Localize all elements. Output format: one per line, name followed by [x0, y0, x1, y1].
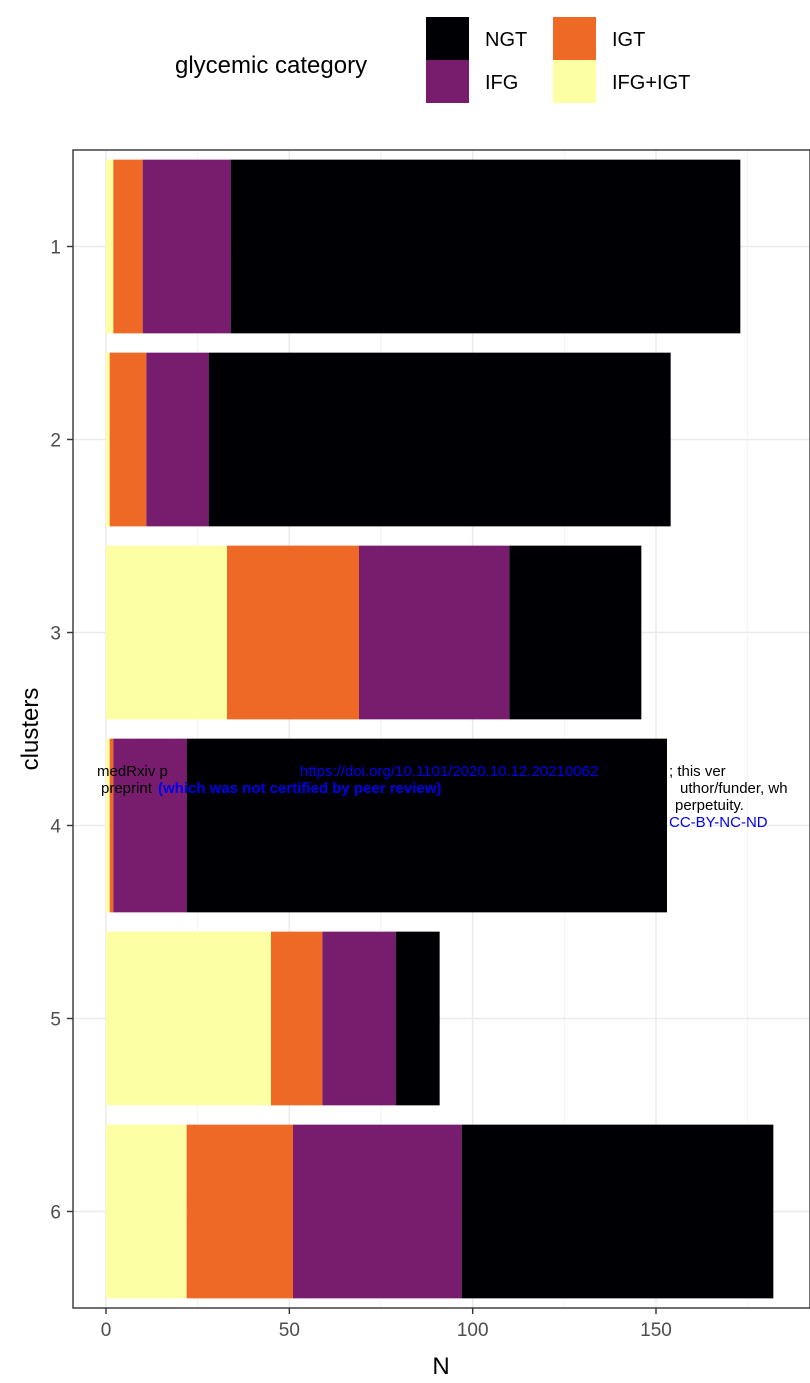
- bar-segment-igt: [271, 931, 323, 1106]
- legend-label: IFG: [485, 72, 518, 94]
- y-tick-label: 4: [50, 817, 61, 838]
- y-tick-label: 3: [50, 624, 61, 645]
- y-tick-label: 2: [50, 431, 61, 452]
- svg-text:medRxiv p: medRxiv p: [97, 763, 168, 780]
- bar-segment-ifg-igt: [106, 738, 110, 913]
- legend: NGT IGT IFG IFG+IGT: [426, 17, 690, 103]
- y-tick-label: 6: [50, 1203, 61, 1224]
- bar-segment-igt: [109, 352, 147, 527]
- bar-segment-ifg-igt: [106, 1124, 187, 1299]
- watermark-text: uthor/funder, wh: [680, 780, 788, 797]
- legend-label: IGT: [612, 29, 645, 51]
- watermark-text: medRxiv p: [97, 763, 168, 780]
- bars: [106, 159, 774, 1299]
- bar-segment-igt: [186, 1124, 293, 1299]
- legend-label: IFG+IGT: [612, 72, 690, 94]
- legend-key-ifg-igt: [553, 60, 596, 103]
- bar-segment-ifg-igt: [106, 545, 227, 720]
- bar-segment-igt: [113, 159, 143, 334]
- plot-panel: [73, 150, 810, 1308]
- watermark-bold-text: (which was not certified by peer review): [158, 780, 441, 797]
- bar-segment-ngt: [186, 738, 667, 913]
- y-axis-title: clusters: [17, 688, 44, 771]
- watermark-text: ; this ver: [669, 763, 726, 780]
- bar-segment-ifg: [293, 1124, 462, 1299]
- watermark-license: CC-BY-NC-ND: [669, 814, 768, 831]
- watermark-text: perpetuity.: [675, 797, 744, 814]
- panel-border: [72, 149, 810, 1309]
- bar-segment-ifg: [322, 931, 396, 1106]
- watermark-text: preprint: [101, 780, 153, 797]
- legend-label: NGT: [485, 29, 527, 51]
- legend-title: glycemic category: [175, 52, 367, 79]
- x-axis-title: N: [432, 1353, 449, 1380]
- bar-segment-ifg: [359, 545, 510, 720]
- bar-segment-ifg: [146, 352, 209, 527]
- bar-segment-ngt: [208, 352, 671, 527]
- bar-segment-igt: [109, 738, 114, 913]
- watermark: medRxiv p https://doi.org/10.1101/2020.1…: [97, 763, 788, 831]
- bar-segment-ifg-igt: [106, 159, 114, 334]
- bar-segment-igt: [227, 545, 359, 720]
- axes: 0 50 100 150 1 2 3 4 5 6: [50, 238, 671, 1342]
- bar-segment-ifg-igt: [106, 352, 110, 527]
- bar-segment-ifg-igt: [106, 931, 271, 1106]
- bar-segment-ifg: [142, 159, 231, 334]
- y-tick-label: 5: [50, 1010, 61, 1031]
- y-tick-label: 1: [50, 238, 61, 259]
- x-tick-label: 0: [101, 1320, 112, 1341]
- legend-key-ngt: [426, 17, 469, 60]
- x-tick-label: 100: [457, 1320, 489, 1341]
- bar-segment-ifg: [113, 738, 187, 913]
- x-tick-label: 50: [279, 1320, 300, 1341]
- bar-segment-ngt: [461, 1124, 774, 1299]
- legend-key-igt: [553, 17, 596, 60]
- bar-segment-ngt: [395, 931, 440, 1106]
- legend-key-ifg: [426, 60, 469, 103]
- watermark-link[interactable]: https://doi.org/10.1101/2020.10.12.20210…: [300, 763, 598, 780]
- bar-segment-ngt: [509, 545, 642, 720]
- x-tick-label: 150: [640, 1320, 672, 1341]
- bar-segment-ngt: [230, 159, 741, 334]
